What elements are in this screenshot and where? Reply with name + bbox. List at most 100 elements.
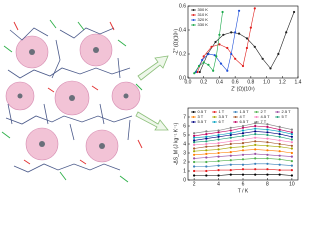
data-point <box>193 150 196 153</box>
legend-marker <box>276 116 279 118</box>
data-point <box>241 129 245 132</box>
data-point <box>234 31 237 34</box>
y-axis-label: -Z'' (Ω)(10⁵) <box>173 29 179 55</box>
x-tick-label: 8 <box>266 181 269 187</box>
data-point <box>205 149 208 152</box>
x-tick-label: 2 <box>193 181 196 187</box>
legend-label: 3 T <box>198 114 204 119</box>
data-point <box>229 132 232 135</box>
legend-label: 5 T <box>282 114 288 119</box>
data-point <box>207 52 210 56</box>
legend-marker <box>255 121 258 123</box>
data-point <box>254 130 257 133</box>
legend-marker <box>234 111 237 113</box>
data-point <box>278 142 281 146</box>
data-point <box>193 147 196 150</box>
data-point <box>254 143 257 146</box>
data-point <box>229 151 232 154</box>
data-point <box>278 169 281 172</box>
data-point <box>217 148 220 151</box>
legend-marker <box>192 121 195 123</box>
data-point <box>254 140 257 143</box>
x-axis-label: Z' (Ω)(10⁵) <box>231 86 255 92</box>
y-tick-label: 4 <box>183 141 186 147</box>
data-point <box>241 64 245 68</box>
x-tick-label: 0.0 <box>185 79 192 85</box>
data-point <box>241 134 245 137</box>
legend-label: 2.5 T <box>282 109 292 114</box>
data-point <box>217 151 220 155</box>
data-point <box>278 154 281 157</box>
data-point <box>241 149 245 152</box>
x-tick-label: 1.4 <box>295 79 302 85</box>
data-point <box>215 55 218 58</box>
data-point <box>278 150 281 153</box>
data-point <box>205 130 208 133</box>
data-point <box>229 140 232 143</box>
data-point <box>202 55 205 58</box>
data-point <box>217 135 220 138</box>
data-point <box>205 140 208 143</box>
data-point <box>205 145 208 148</box>
legend-marker <box>255 111 258 113</box>
data-point <box>266 168 269 171</box>
data-point <box>219 62 223 65</box>
data-point <box>217 164 220 167</box>
legend-marker <box>276 111 279 113</box>
data-point <box>205 137 208 140</box>
data-point <box>254 127 257 130</box>
data-point <box>278 125 281 128</box>
data-point <box>229 133 232 137</box>
data-point <box>193 136 196 139</box>
data-point <box>266 128 269 131</box>
data-point <box>229 136 232 139</box>
x-tick-label: 6 <box>242 181 245 187</box>
data-point <box>205 160 208 164</box>
data-point <box>249 26 252 29</box>
x-tick-label: 1.2 <box>279 79 286 85</box>
legend-label: 7 T <box>261 119 267 124</box>
data-point <box>241 124 245 128</box>
data-point <box>290 133 293 136</box>
data-point <box>214 40 217 44</box>
data-point <box>229 146 232 149</box>
data-point <box>241 142 245 145</box>
data-point <box>278 128 281 131</box>
data-point <box>278 158 281 161</box>
legend-marker <box>192 9 195 11</box>
legend-label: 300 K <box>198 7 209 12</box>
legend-marker <box>255 116 258 118</box>
data-point <box>254 133 257 136</box>
data-point <box>193 165 196 168</box>
data-point <box>290 138 293 141</box>
legend-label: 5.5 T <box>198 119 208 124</box>
data-point <box>193 139 196 142</box>
y-tick-label: 0 <box>183 177 186 183</box>
data-point <box>229 163 232 166</box>
data-point <box>290 164 293 167</box>
data-point <box>218 43 221 46</box>
data-point <box>278 173 281 176</box>
data-point <box>205 169 208 173</box>
data-point <box>205 142 208 146</box>
data-point <box>254 148 257 151</box>
data-point <box>269 67 272 70</box>
data-point <box>266 157 269 160</box>
data-point <box>254 168 257 171</box>
data-point <box>290 169 293 172</box>
y-tick-label: 2 <box>183 159 186 165</box>
y-tick-label: 6 <box>183 123 186 129</box>
legend-label: 6 T <box>219 119 225 124</box>
data-point <box>205 152 208 155</box>
y-tick-label: 0.4 <box>179 27 186 33</box>
data-point <box>201 58 204 62</box>
data-point <box>278 163 281 166</box>
data-point <box>229 142 232 146</box>
data-point <box>266 133 269 137</box>
data-point <box>290 135 293 138</box>
data-point <box>266 137 269 140</box>
data-point <box>253 45 256 48</box>
data-point <box>290 147 293 150</box>
y-tick-label: 0.2 <box>179 51 186 57</box>
data-point <box>234 57 237 60</box>
